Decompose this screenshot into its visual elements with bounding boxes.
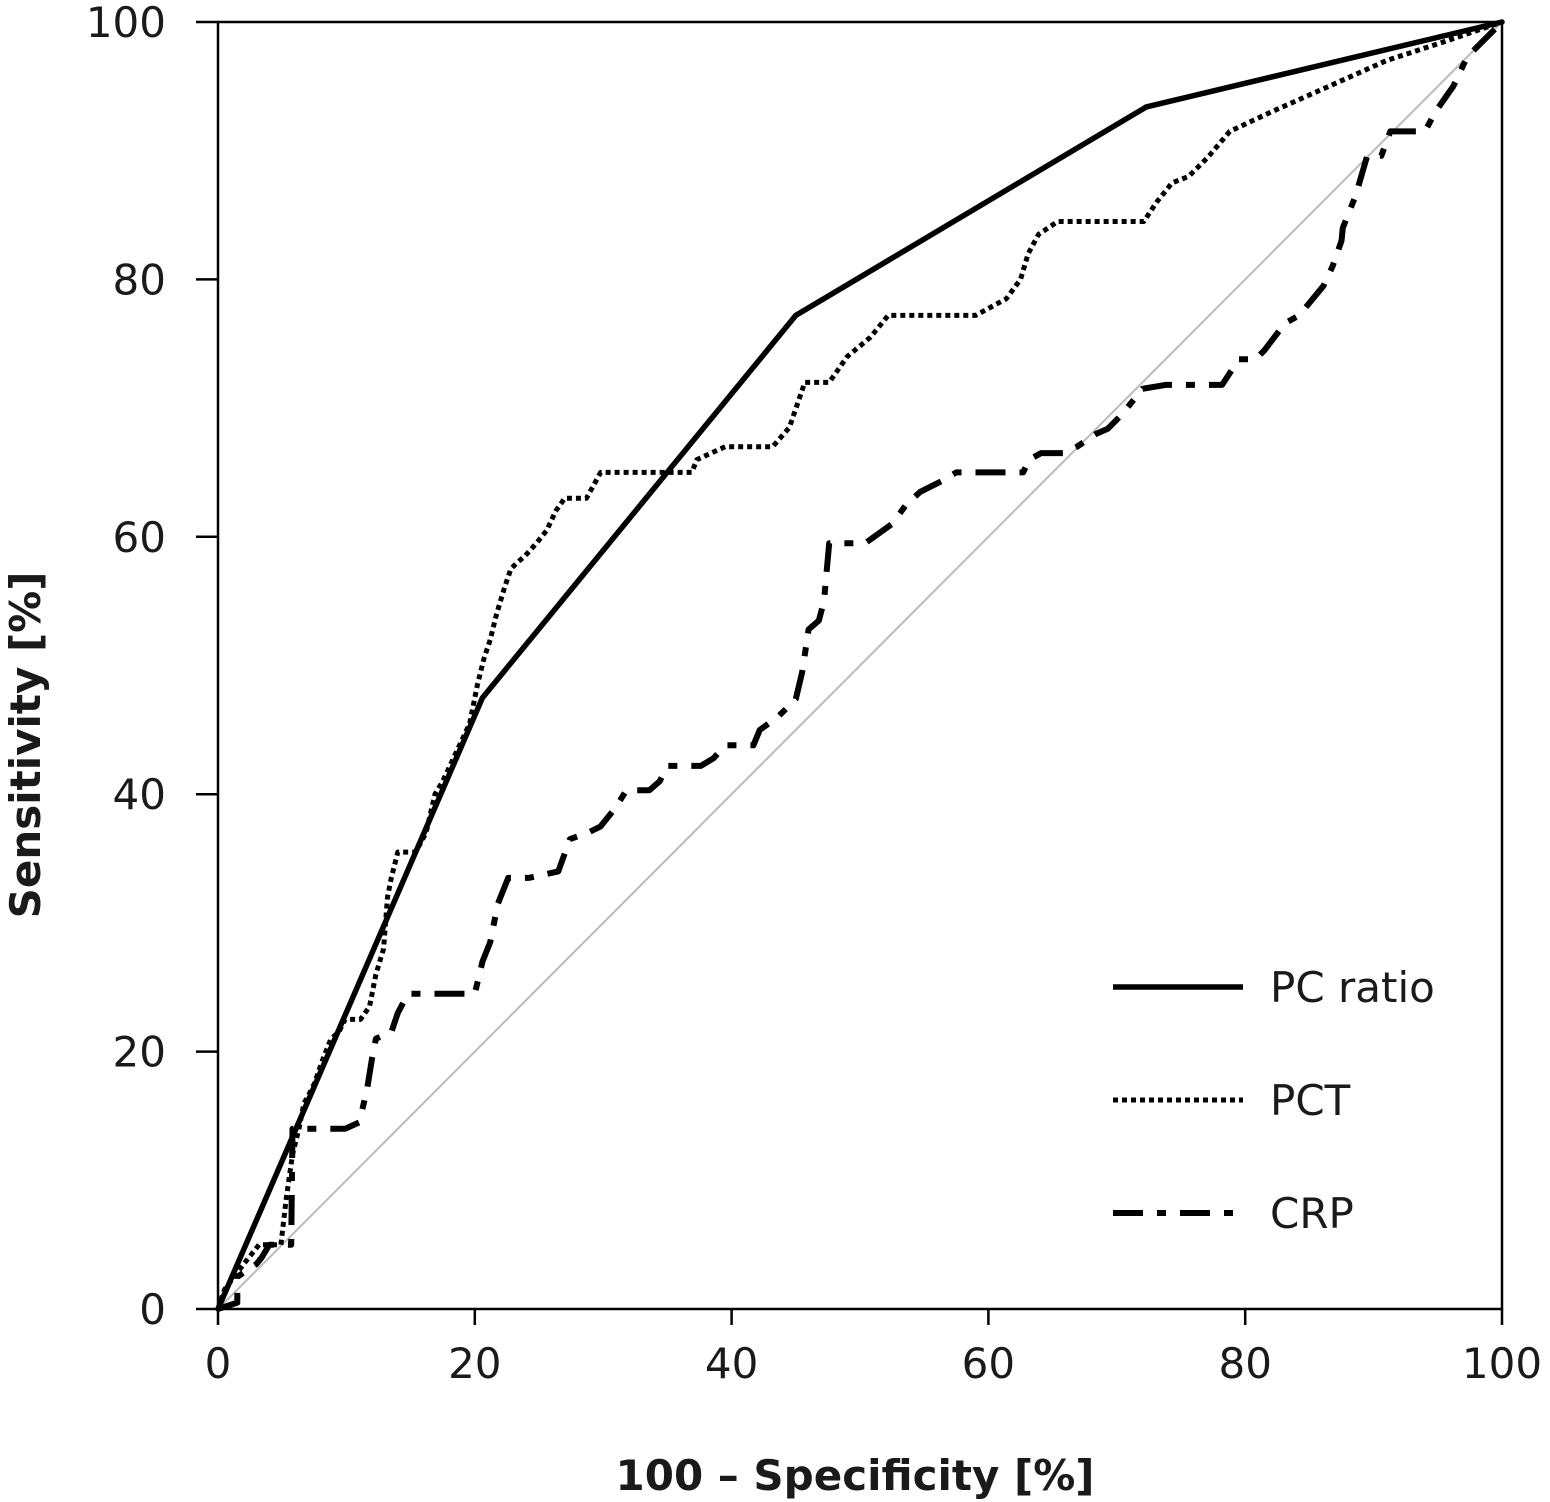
x-tick-label: 100 (1462, 1339, 1542, 1388)
axes-layer (216, 20, 1504, 1311)
y-axis-title: Sensitivity [%] (1, 572, 50, 919)
y-tick-label: 100 (86, 0, 166, 47)
y-tick-label: 20 (113, 1028, 166, 1077)
series-line-crp (217, 19, 1505, 1312)
ticks-layer: 0 20 40 60 80 100 0 20 40 60 80 100 (86, 0, 1542, 1388)
reference-diagonal-layer (217, 21, 1503, 1310)
y-tick-label: 80 (113, 255, 166, 304)
reference-diagonal-line (217, 21, 1503, 1310)
x-tick-label: 0 (205, 1339, 232, 1388)
legend-label-crp: CRP (1270, 1189, 1354, 1238)
legend-label-pc-ratio: PC ratio (1270, 963, 1435, 1012)
series-line-pc-ratio (215, 19, 1505, 1312)
x-tick-label: 40 (705, 1339, 758, 1388)
legend: PC ratio PCT CRP (1113, 963, 1435, 1238)
series-layer (215, 19, 1505, 1312)
series-line-pct (215, 19, 1503, 1310)
x-tick-label: 20 (448, 1339, 501, 1388)
plot-frame (216, 20, 1504, 1311)
y-tick-label: 0 (139, 1285, 166, 1334)
x-tick-label: 60 (962, 1339, 1015, 1388)
legend-label-pct: PCT (1270, 1076, 1351, 1125)
x-tick-label: 80 (1218, 1339, 1271, 1388)
y-tick-label: 60 (113, 513, 166, 562)
x-axis-title: 100 – Specificity [%] (616, 1451, 1095, 1500)
y-tick-label: 40 (113, 770, 166, 819)
